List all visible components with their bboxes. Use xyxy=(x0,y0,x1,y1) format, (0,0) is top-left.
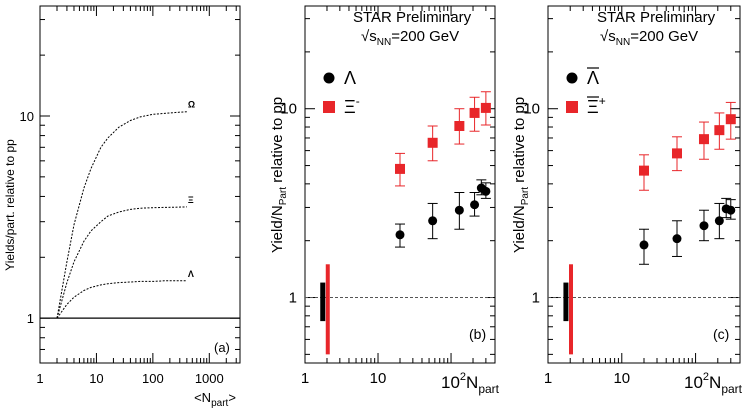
panel-b: STAR Preliminary √sNN=200 GeV Yield/NPar… xyxy=(269,5,500,396)
panel-c-point-1 xyxy=(725,114,736,125)
panel-c-title-line2: √sNN=200 GeV xyxy=(600,28,698,48)
panel-b-title-line1: STAR Preliminary xyxy=(353,9,472,26)
panel-c-xtick-label: 10 xyxy=(613,370,630,387)
panel-c-ytick-label: 10 xyxy=(523,101,540,118)
panel-b-ylabel: Yield/NPart relative to pp xyxy=(269,97,289,253)
panel-b-point-0 xyxy=(454,205,464,215)
panel-b-point-0 xyxy=(481,186,491,196)
panel-b-title-line2: √sNN=200 GeV xyxy=(361,28,459,48)
panel-a-xtick-label: 10 xyxy=(89,371,103,386)
panel-c-ytick-label: 1 xyxy=(532,290,540,307)
panel-b-norm-bar xyxy=(325,264,330,355)
panel-a-xtick-label: 100 xyxy=(142,371,164,386)
panel-b-legend-marker-0 xyxy=(323,72,335,84)
panel-c-xlabel: 102Npart xyxy=(684,371,743,396)
panel-b-label: (b) xyxy=(469,326,486,342)
panel-a: Yields/part. relative to pp <Npart> (a) … xyxy=(3,5,241,409)
panel-c-legend-marker-0 xyxy=(566,72,578,84)
panel-a-curve-1 xyxy=(56,206,187,319)
panel-b-xtick-label: 10 xyxy=(370,370,387,387)
panel-b-point-1 xyxy=(395,163,405,174)
panel-a-curve-2 xyxy=(56,280,187,319)
panel-c-legend-marker-1 xyxy=(566,101,578,113)
panel-b-point-0 xyxy=(470,200,480,210)
panel-a-label: (a) xyxy=(214,340,230,355)
panel-c: STAR Preliminary √sNN=200 GeV Yield/NPar… xyxy=(511,5,743,396)
panel-a-curve-label: Ξ xyxy=(188,195,194,205)
panel-b-point-1 xyxy=(454,121,465,132)
panel-c-norm-bar xyxy=(569,264,574,355)
panel-c-point-1 xyxy=(639,165,649,176)
panel-a-ytick-label: 1 xyxy=(27,311,34,326)
panel-b-norm-bar xyxy=(320,282,326,322)
panel-b-legend-marker-1 xyxy=(323,101,335,113)
panel-b-point-1 xyxy=(480,102,491,113)
panel-b-ytick-label: 10 xyxy=(280,101,297,118)
panel-a-xtick-label: 1000 xyxy=(195,371,224,386)
panel-c-point-1 xyxy=(698,134,709,145)
panel-b-point-1 xyxy=(427,137,438,148)
panel-c-label: (c) xyxy=(713,326,729,342)
panel-a-xtick-label: 1 xyxy=(36,371,43,386)
panel-b-point-1 xyxy=(469,107,480,118)
panel-b-xlabel: 102Npart xyxy=(441,371,500,396)
panel-c-point-1 xyxy=(714,125,725,136)
panel-c-title-line1: STAR Preliminary xyxy=(597,9,716,26)
panel-c-point-0 xyxy=(672,234,682,244)
panel-a-curve-label: Λ xyxy=(188,269,194,279)
panel-a-ytick-label: 10 xyxy=(20,109,34,124)
panel-c-point-0 xyxy=(639,240,649,250)
panel-a-frame xyxy=(39,5,241,364)
panel-c-point-0 xyxy=(699,221,709,231)
panel-c-ylabel: Yield/NPart relative to pp xyxy=(511,97,531,253)
panel-c-xtick-label: 1 xyxy=(544,370,552,387)
panel-b-point-0 xyxy=(395,230,405,240)
panel-b-xtick-label: 1 xyxy=(301,370,309,387)
panel-c-point-0 xyxy=(726,205,736,215)
panel-c-norm-bar xyxy=(563,282,569,322)
panel-c-point-1 xyxy=(671,148,682,159)
panel-b-point-0 xyxy=(428,216,438,226)
panel-c-point-0 xyxy=(714,216,724,226)
panel-b-ytick-label: 1 xyxy=(289,290,297,307)
panel-a-xlabel: <Npart> xyxy=(194,390,236,409)
panel-b-legend-sup-1: - xyxy=(356,94,360,108)
panel-a-ylabel: Yields/part. relative to pp xyxy=(3,139,17,271)
panel-a-curve-0 xyxy=(56,111,187,319)
panel-c-legend-label-0: Λ xyxy=(587,68,599,88)
panel-b-legend-label-0: Λ xyxy=(344,68,356,88)
panel-b-legend-label-1: Ξ- xyxy=(344,94,360,117)
panel-a-curve-label: Ω xyxy=(188,100,195,110)
panel-c-legend-sup-1: + xyxy=(599,94,606,108)
